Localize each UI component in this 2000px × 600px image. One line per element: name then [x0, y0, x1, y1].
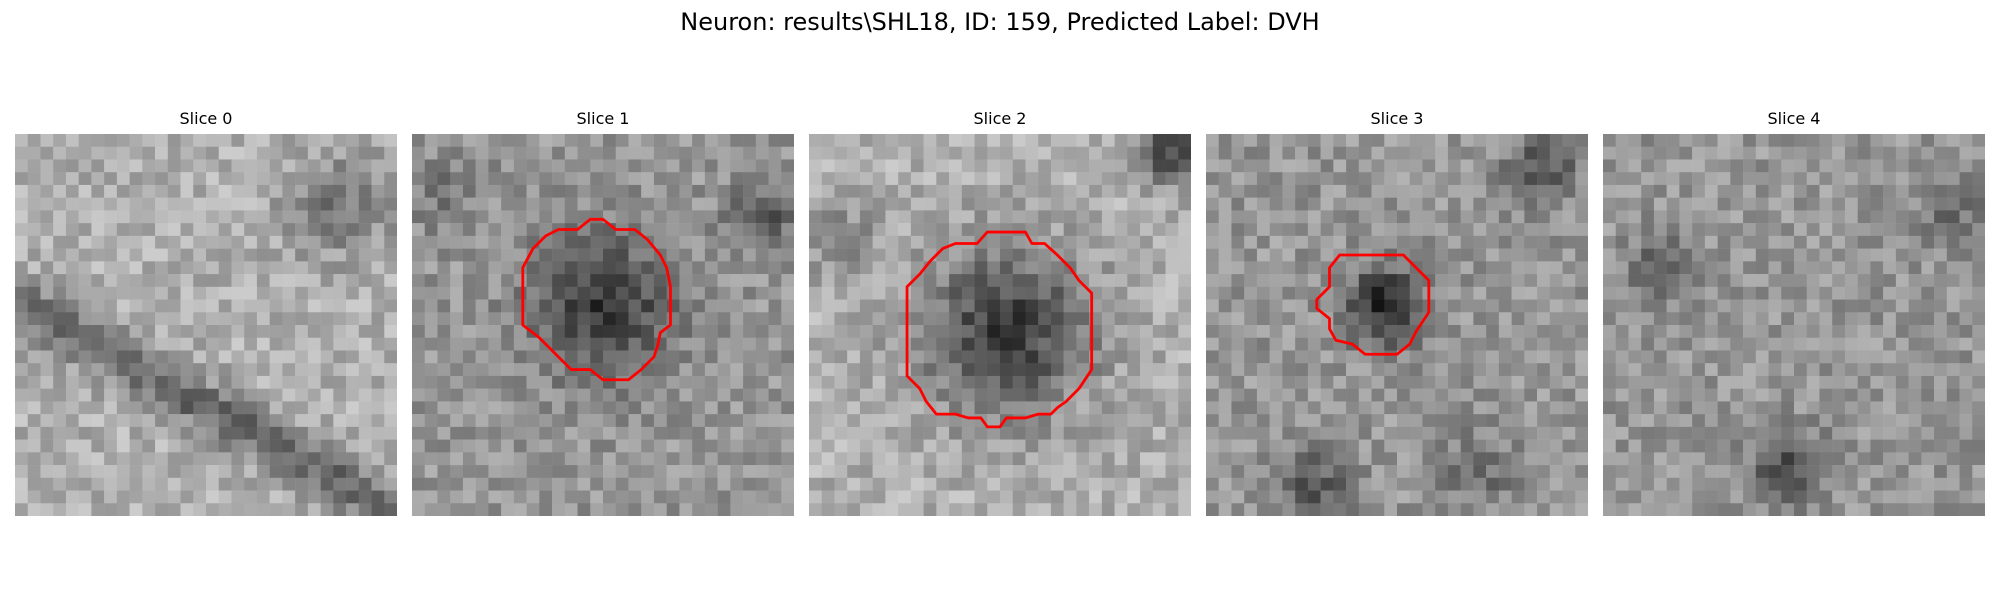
slice-panel-0: Slice 0 — [15, 109, 397, 519]
roi-outline — [1315, 253, 1431, 356]
slice-panel-4: Slice 4 — [1603, 109, 1985, 519]
slice-title: Slice 0 — [179, 109, 233, 128]
figure-title: Neuron: results\SHL18, ID: 159, Predicte… — [680, 8, 1320, 36]
pixel-grid — [412, 134, 794, 516]
slice-panel-1: Slice 1 — [412, 109, 794, 519]
roi-outline — [521, 217, 672, 382]
pixel-grid — [1206, 134, 1588, 516]
slice-panel-3: Slice 3 — [1206, 109, 1588, 519]
slice-title: Slice 2 — [973, 109, 1027, 128]
slice-title: Slice 1 — [576, 109, 630, 128]
pixel-grid — [1603, 134, 1985, 516]
pixel-grid — [15, 134, 397, 516]
slice-image — [15, 134, 397, 516]
pixel-grid — [809, 134, 1191, 516]
slice-image — [809, 134, 1191, 516]
slice-title: Slice 4 — [1767, 109, 1821, 128]
slice-image — [1206, 134, 1588, 516]
roi-outline — [905, 230, 1094, 429]
slice-image — [412, 134, 794, 516]
slice-title: Slice 3 — [1370, 109, 1424, 128]
slice-image — [1603, 134, 1985, 516]
slice-panel-2: Slice 2 — [809, 109, 1191, 519]
